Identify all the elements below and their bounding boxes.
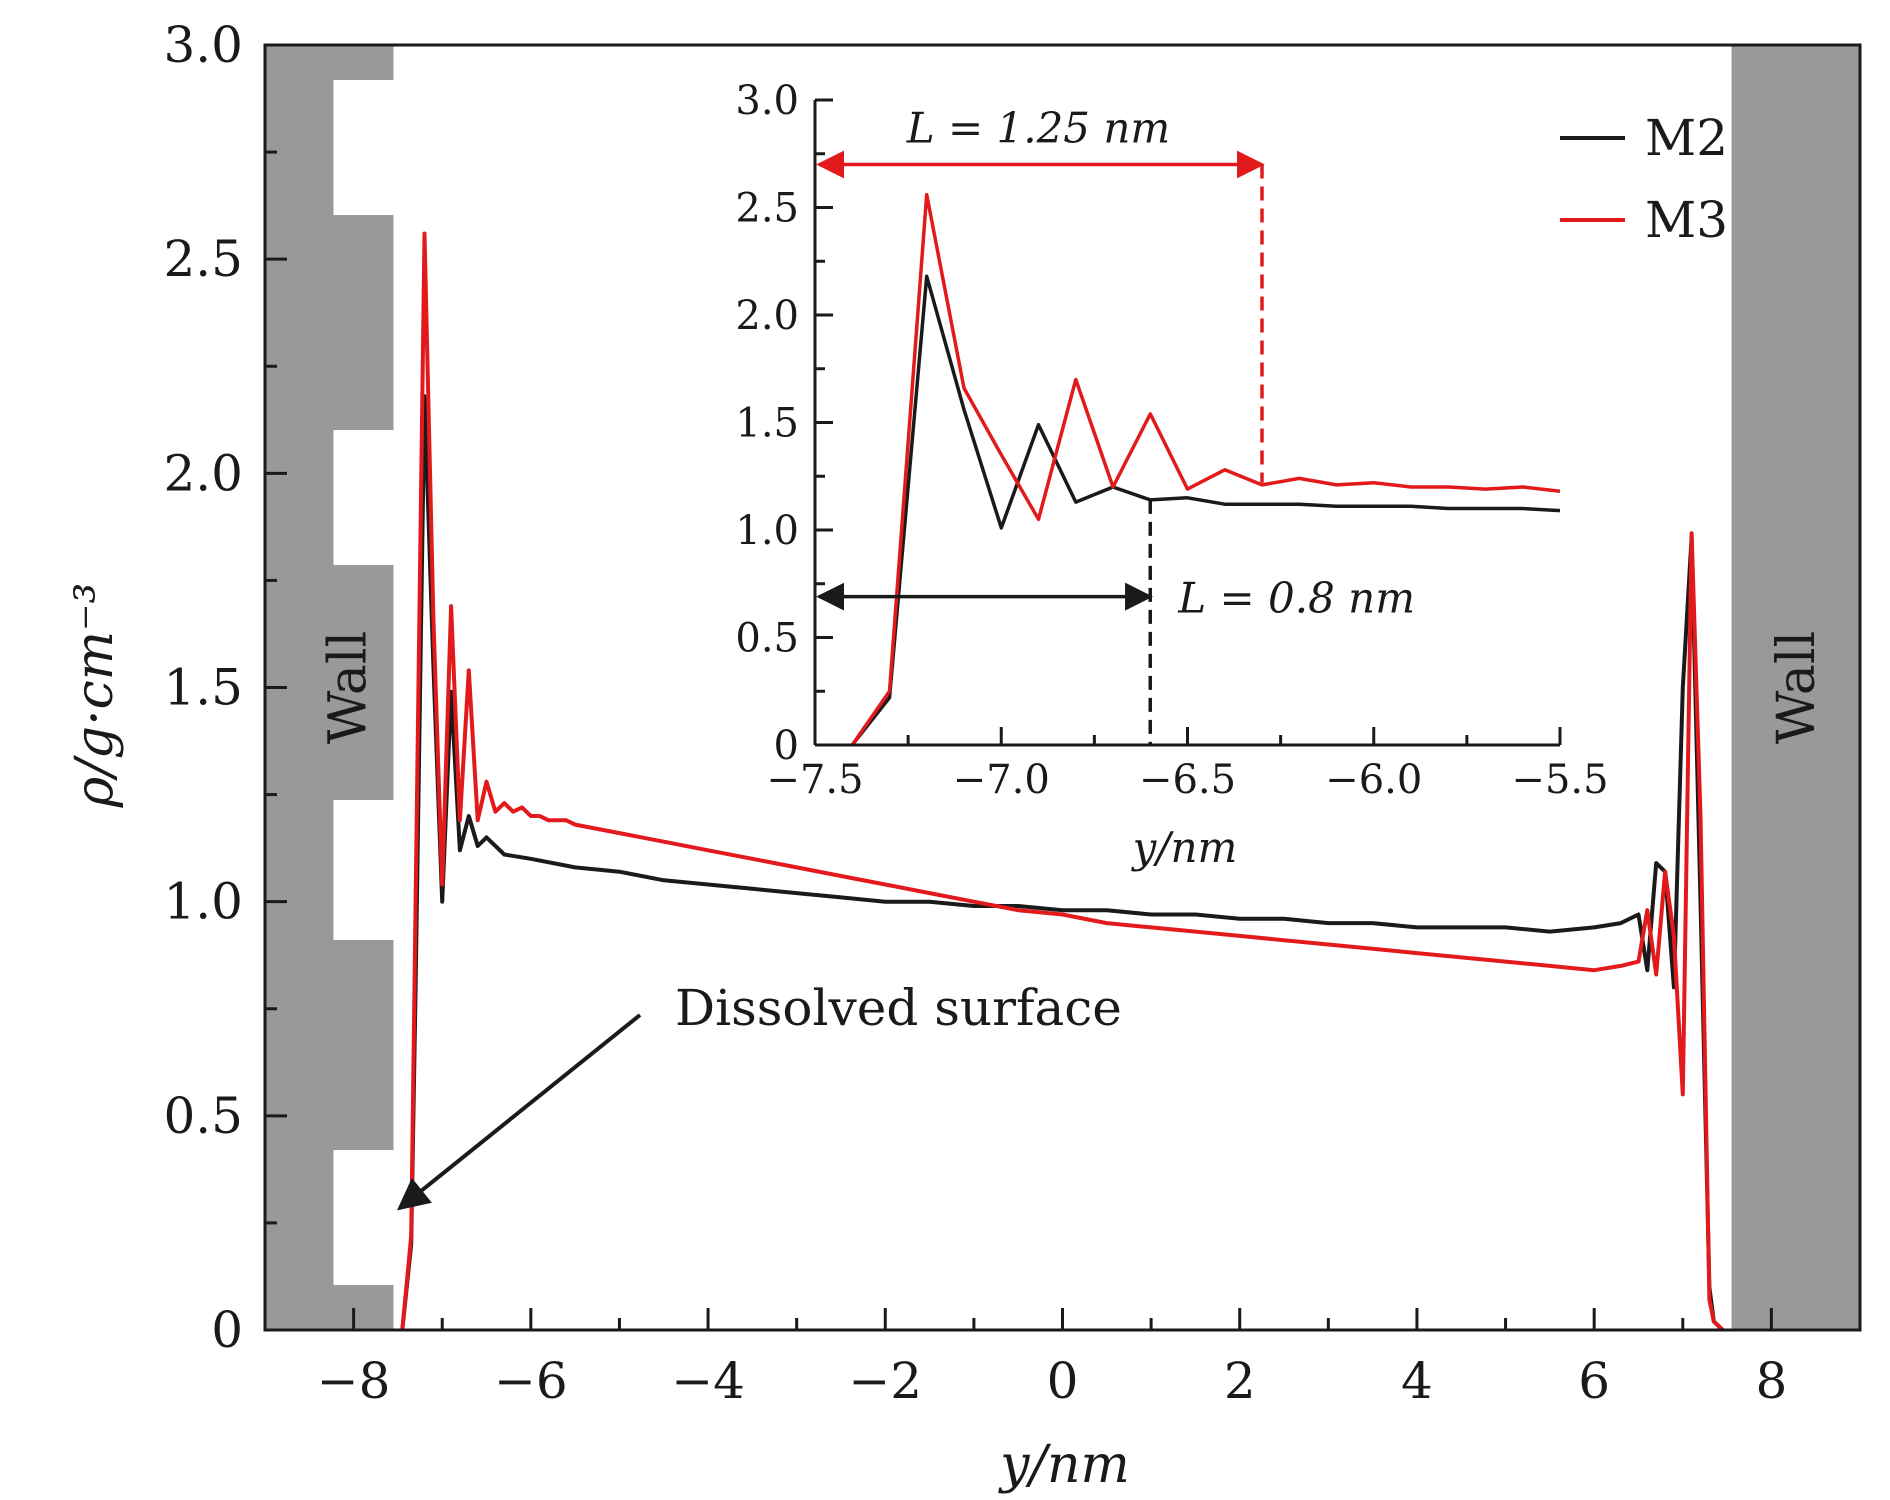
y-tick-label: 2.0 (163, 444, 243, 502)
inset-y-tick-label: 2.5 (735, 186, 799, 232)
x-tick-label: 2 (1224, 1352, 1256, 1410)
x-tick-label: 0 (1047, 1352, 1079, 1410)
y-tick-label: 0.5 (163, 1087, 243, 1145)
inset-x-tick-label: −5.5 (1511, 757, 1608, 803)
dissolved-surface-annotation: Dissolved surface (396, 979, 1122, 1211)
legend-label-m3: M3 (1645, 191, 1728, 249)
wall-notch (333, 80, 394, 215)
y-tick-label: 0 (211, 1301, 243, 1359)
annotation-text: Dissolved surface (675, 979, 1122, 1037)
inset-y-ticks: 0 0.5 1.0 1.5 2.0 2.5 3.0 (735, 78, 833, 769)
inset-x-ticks: −7.5 −7.0 −6.5 −6.0 −5.5 (766, 727, 1609, 803)
main-y-ticks: 0 0.5 1.0 1.5 2.0 2.5 3.0 (163, 16, 287, 1359)
inset-length-markers: L = 1.25 nm L = 0.8 nm (816, 104, 1415, 745)
inset-chart: L = 1.25 nm L = 0.8 nm −7.5 −7.0 −6.5 −6.0 −5… (735, 78, 1608, 872)
wall-notch (333, 800, 394, 940)
wall-label-right: Wall (1767, 631, 1827, 744)
series-line-m2 (400, 394, 1725, 1330)
wall-regions (265, 45, 1860, 1330)
inset-series-line-m3 (850, 192, 1560, 745)
legend-label-m2: M2 (1645, 109, 1728, 167)
y-tick-label: 1.5 (163, 659, 243, 717)
length-label: L = 0.8 nm (1177, 574, 1415, 623)
main-x-axis-title: y/nm (998, 1435, 1130, 1495)
inset-x-tick-label: −6.0 (1325, 757, 1422, 803)
main-chart: Wall Wall −8 −6 −4 −2 0 2 4 6 8 0 0.5 1.0 1.5 2.0 2.5 3… (65, 16, 1862, 1495)
inset-x-tick-label: −6.5 (1139, 757, 1236, 803)
inset-series-lines (850, 192, 1560, 745)
x-tick-label: 8 (1755, 1352, 1787, 1410)
inset-y-tick-label: 1.0 (735, 508, 799, 554)
inset-x-tick-label: −7.5 (766, 757, 863, 803)
y-tick-label: 1.0 (163, 873, 243, 931)
wall-labels: Wall Wall (318, 631, 1826, 744)
length-label: L = 1.25 nm (906, 104, 1171, 153)
wall-notch (333, 1150, 394, 1285)
x-tick-label: −6 (494, 1352, 568, 1410)
inset-y-tick-label: 3.0 (735, 78, 799, 124)
wall-region (1731, 45, 1860, 1330)
x-tick-label: −4 (671, 1352, 745, 1410)
x-tick-label: 4 (1401, 1352, 1433, 1410)
x-tick-label: 6 (1578, 1352, 1610, 1410)
inset-y-tick-label: 2.0 (735, 293, 799, 339)
inset-y-tick-label: 1.5 (735, 401, 799, 447)
inset-x-tick-label: −7.0 (953, 757, 1050, 803)
y-tick-label: 3.0 (163, 16, 243, 74)
annotation-arrow (396, 1013, 642, 1211)
inset-background (815, 90, 1560, 745)
wall-label-left: Wall (318, 631, 378, 744)
main-y-axis-title: ρ/g·cm⁻³ (65, 583, 125, 809)
inset-y-tick-label: 0 (774, 723, 799, 769)
inset-y-tick-label: 0.5 (735, 616, 799, 662)
main-series-lines (400, 231, 1725, 1330)
inset-series-line-m2 (850, 274, 1560, 745)
x-tick-label: −8 (317, 1352, 391, 1410)
main-x-ticks: −8 −6 −4 −2 0 2 4 6 8 (317, 1308, 1787, 1410)
x-tick-label: −2 (848, 1352, 922, 1410)
inset-x-axis-title: y/nm (1131, 823, 1238, 872)
series-line-m3 (400, 231, 1725, 1330)
wall-notch (333, 430, 394, 565)
y-tick-label: 2.5 (163, 230, 243, 288)
